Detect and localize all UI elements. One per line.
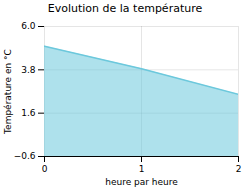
svg-text:−0.6: −0.6	[14, 151, 36, 161]
html-text:Evolution de la température: Evolution de la température	[47, 2, 203, 15]
svg-text:0: 0	[42, 164, 48, 174]
svg-text:1.6: 1.6	[21, 108, 36, 118]
svg-text:6.0: 6.0	[21, 21, 36, 31]
svg-text:Température en °C: Température en °C	[3, 49, 13, 135]
svg-text:heure par heure: heure par heure	[105, 177, 178, 187]
svg-text:3.8: 3.8	[21, 65, 36, 75]
svg-text:2: 2	[236, 164, 242, 174]
svg-text:1: 1	[139, 164, 145, 174]
